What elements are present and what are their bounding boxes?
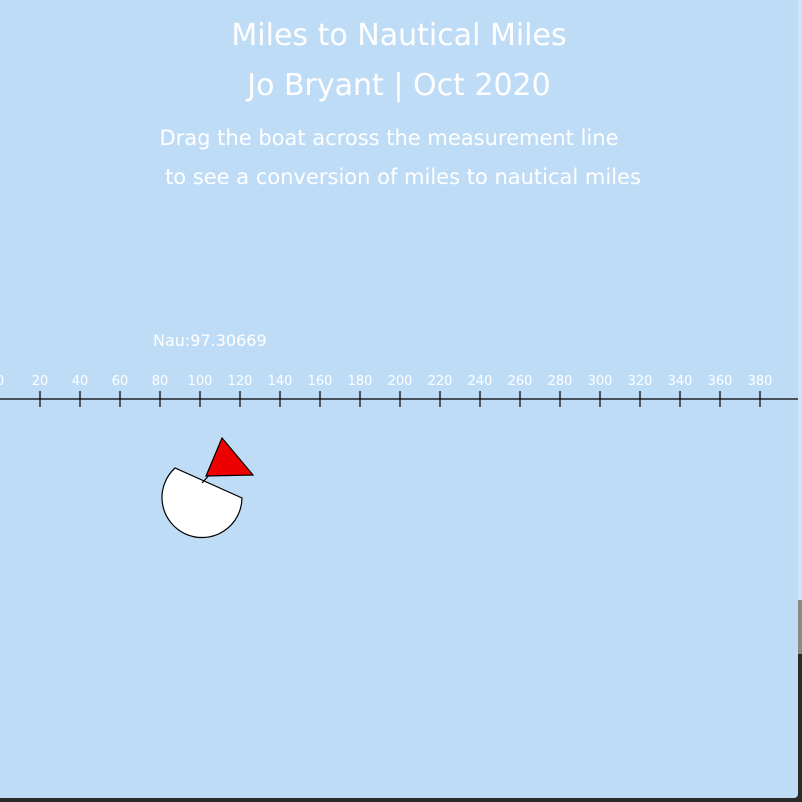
measurement-line: 0 20 40 60 80 100 120 140 160 180 200 220 240 260 280 3… — [0, 374, 798, 407]
boat[interactable] — [150, 428, 260, 543]
instruction-line-2: to see a conversion of miles to nautical… — [165, 165, 641, 189]
ruler-tick-label: 200 — [388, 374, 413, 389]
ruler-tick-label: 60 — [112, 374, 129, 389]
ruler-tick-label: 220 — [428, 374, 453, 389]
ruler-tick-label: 120 — [228, 374, 253, 389]
ruler-tick-label: 340 — [668, 374, 693, 389]
nautical-miles-readout: Nau:97.30669 — [153, 331, 267, 350]
ruler-tick-label: 260 — [508, 374, 533, 389]
page-title: Miles to Nautical Miles — [231, 18, 567, 53]
ruler-tick-label: 0 — [0, 374, 4, 389]
ruler-tick-label: 80 — [152, 374, 169, 389]
ruler-tick-label: 380 — [748, 374, 773, 389]
ruler-tick-label: 280 — [548, 374, 573, 389]
ruler-tick-label: 20 — [32, 374, 49, 389]
ruler-tick-label: 140 — [268, 374, 293, 389]
boat-hull[interactable] — [161, 467, 243, 539]
instruction-line-1: Drag the boat across the measurement lin… — [159, 126, 619, 150]
author-date: Jo Bryant | Oct 2020 — [247, 68, 551, 103]
ruler-tick-label: 360 — [708, 374, 733, 389]
boat-flag — [205, 436, 255, 477]
window-edge — [798, 0, 802, 600]
window-edge-lower — [798, 600, 802, 654]
ruler-tick-label: 300 — [588, 374, 613, 389]
ruler-tick-label: 40 — [72, 374, 89, 389]
ruler-tick-label: 160 — [308, 374, 333, 389]
ruler-tick-label: 180 — [348, 374, 373, 389]
ruler-tick-label: 100 — [188, 374, 213, 389]
ruler-tick-label: 240 — [468, 374, 493, 389]
ruler-tick-label: 320 — [628, 374, 653, 389]
